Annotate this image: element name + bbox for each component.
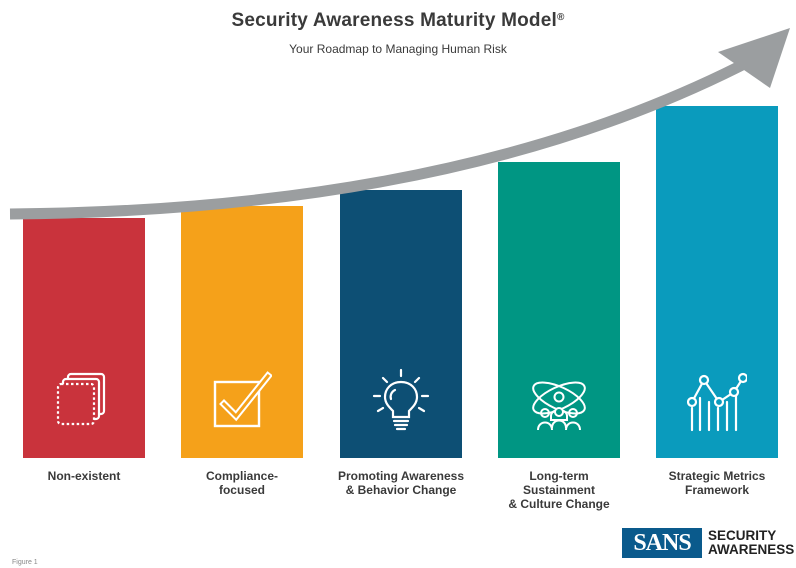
logo-brand-box: SANS	[622, 528, 702, 558]
stage-label-line: Sustainment	[522, 483, 595, 497]
figure-caption: Figure 1	[12, 559, 38, 566]
stage-label-long-term-sustainment: Long-term Sustainment & Culture Change	[479, 469, 639, 511]
stacked-squares-icon	[56, 372, 106, 426]
stage-label-line: & Culture Change	[508, 497, 610, 511]
stage-label-compliance-focused: Compliance-focused	[162, 469, 322, 497]
stage-bar-strategic-metrics	[656, 106, 778, 458]
line-chart-icon	[687, 372, 747, 432]
stage-bar-promoting-awareness	[340, 190, 462, 458]
stage-label-line: Strategic Metrics	[668, 469, 766, 483]
stage-label-line: Promoting Awareness	[337, 469, 465, 483]
stage-label-line: focused	[218, 483, 265, 497]
page-subtitle: Your Roadmap to Managing Human Risk	[289, 42, 507, 56]
checkbox-checked-icon	[213, 371, 272, 428]
title-text: Security Awareness Maturity Model	[231, 10, 557, 31]
stage-label-line: Compliance-	[205, 469, 278, 483]
stage-bar-compliance-focused	[181, 206, 303, 458]
stage-bar-long-term-sustainment	[498, 162, 620, 458]
stage-label-strategic-metrics: Strategic Metrics Framework	[637, 469, 796, 497]
stage-label-line: & Behavior Change	[345, 483, 457, 497]
people-atom-icon	[532, 381, 586, 431]
stage-label-promoting-awareness: Promoting Awareness & Behavior Change	[321, 469, 481, 497]
stage-label-non-existent: Non-existent	[4, 469, 164, 483]
logo-line-2: AWARENESS	[708, 542, 795, 557]
registered-mark: ®	[556, 12, 565, 23]
stage-label-line: Long-term	[529, 469, 589, 483]
page-title: Security Awareness Maturity Model®	[0, 10, 796, 32]
stage-bar-non-existent	[23, 218, 145, 458]
logo-text: SECURITY AWARENESS	[708, 529, 794, 557]
logo-line-1: SECURITY	[708, 528, 777, 543]
stage-label-line: Non-existent	[47, 469, 121, 483]
lightbulb-icon	[372, 368, 430, 431]
stage-label-line: Framework	[684, 483, 750, 497]
